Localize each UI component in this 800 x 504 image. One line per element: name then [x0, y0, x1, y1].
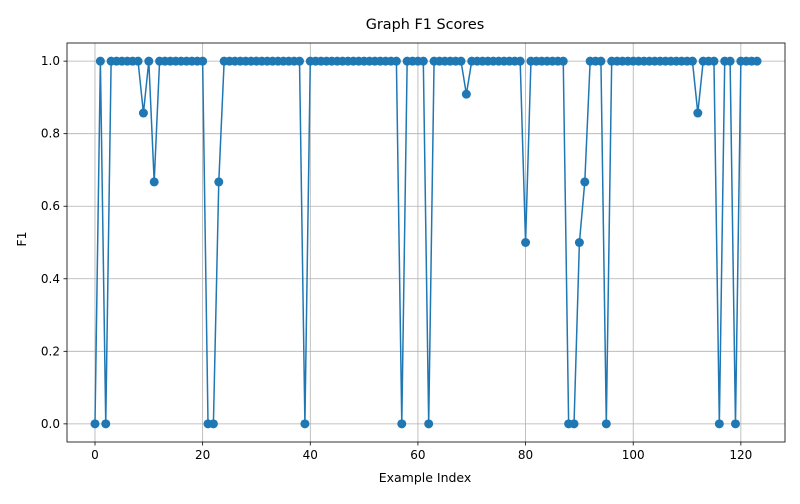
data-points: [90, 56, 762, 429]
data-point: [198, 56, 208, 66]
data-point: [709, 56, 719, 66]
data-point: [300, 419, 310, 429]
y-tick-label: 0.8: [41, 127, 60, 141]
x-tick-label: 40: [303, 448, 318, 462]
data-point: [521, 238, 531, 247]
x-tick-label: 80: [518, 448, 533, 462]
data-point: [295, 56, 305, 66]
plot-area-frame: [66, 42, 786, 443]
data-point: [693, 108, 703, 118]
data-point: [730, 419, 740, 429]
data-point: [214, 177, 224, 187]
data-point: [208, 419, 218, 429]
data-point: [101, 419, 111, 429]
y-tick-label: 0.2: [41, 344, 60, 358]
data-point: [580, 177, 590, 187]
x-tick-label: 60: [410, 448, 425, 462]
data-point: [418, 56, 428, 66]
data-point: [138, 108, 148, 118]
data-point: [144, 56, 154, 66]
data-point: [558, 56, 568, 66]
y-tick-label: 0.6: [41, 199, 60, 213]
data-point: [601, 419, 611, 429]
data-point: [149, 177, 159, 187]
data-point: [95, 56, 105, 66]
data-point: [424, 419, 434, 429]
y-tick-label: 0.0: [41, 417, 60, 431]
data-point: [397, 419, 407, 429]
data-point: [752, 56, 762, 66]
y-axis-label: F1: [14, 231, 29, 246]
data-point: [714, 419, 724, 429]
y-axis-ticks: 0.0 0.2 0.4 0.6 0.8 1.0: [41, 54, 67, 431]
data-point: [90, 419, 100, 429]
x-tick-label: 100: [622, 448, 645, 462]
y-tick-label: 0.4: [41, 272, 60, 286]
x-axis-label: Example Index: [379, 470, 472, 485]
chart-title: Graph F1 Scores: [366, 17, 485, 33]
x-axis-ticks: 0 20 40 60 80 100 120: [91, 442, 752, 462]
x-tick-label: 20: [195, 448, 210, 462]
y-tick-label: 1.0: [41, 54, 60, 68]
data-point: [456, 56, 466, 66]
data-point: [574, 238, 584, 247]
x-tick-label: 0: [91, 448, 99, 462]
data-point: [725, 56, 735, 66]
data-point: [133, 56, 143, 66]
x-tick-label: 120: [729, 448, 752, 462]
data-point: [461, 89, 471, 99]
data-point: [596, 56, 606, 66]
data-point: [515, 56, 525, 66]
data-point: [687, 56, 697, 66]
data-point: [569, 419, 579, 429]
data-point: [391, 56, 401, 66]
